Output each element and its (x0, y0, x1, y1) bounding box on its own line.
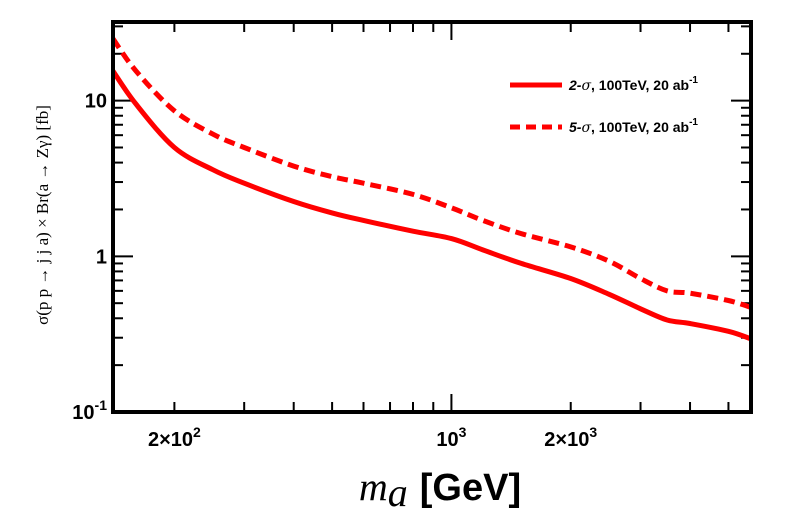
x-tick-label: 103 (436, 424, 466, 451)
x-axis-unit: [GeV] (420, 467, 521, 509)
y-tick-label: 10 (85, 91, 107, 113)
y-tick-label: 1 (96, 246, 107, 268)
legend: 2-σ, 100TeV, 20 ab-1 5-σ, 100TeV, 20 ab-1 (510, 75, 698, 136)
legend-label: 5-σ, 100TeV, 20 ab-1 (569, 117, 698, 136)
x-axis-var-sub: a (388, 470, 408, 515)
x-tick-labels: 2×102 103 2×103 (148, 424, 597, 451)
series-line-2sigma (110, 69, 752, 342)
series-line-5sigma (110, 37, 752, 310)
x-tick-label: 2×102 (148, 424, 201, 451)
y-axis-label: σ(p p → j j a) × Br(a → Zγ) [fb] (33, 105, 52, 325)
y-tick-labels: 10-1 1 10 (72, 91, 107, 424)
y-tick-label: 10-1 (72, 397, 107, 424)
x-axis-label: ma [GeV] (359, 464, 521, 515)
legend-label: 2-σ, 100TeV, 20 ab-1 (568, 75, 698, 94)
x-tick-label: 2×103 (544, 424, 597, 451)
plot-frame (111, 20, 753, 414)
series-lines (110, 37, 752, 342)
x-axis-var: m (359, 464, 388, 509)
